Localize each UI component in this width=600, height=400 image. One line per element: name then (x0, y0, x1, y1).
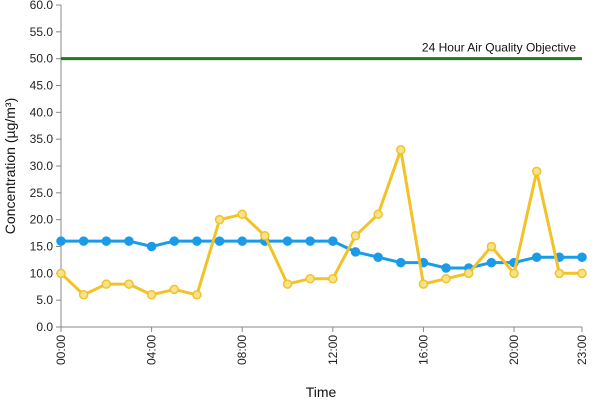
x-tick-label: 23:00 (575, 335, 589, 365)
data-point (192, 290, 202, 300)
data-point (577, 268, 587, 279)
y-tick-label: 45.0 (30, 79, 54, 93)
data-point (282, 279, 293, 289)
data-point (169, 284, 180, 295)
y-tick-label: 5.0 (36, 293, 53, 307)
data-point (486, 241, 497, 252)
data-point (78, 236, 89, 246)
data-point (124, 279, 134, 289)
axes: 0.0 5.0 10.0 15.0 20.0 25.0 30.0 35.0 40.0 45.0 50… (30, 0, 589, 365)
data-point (237, 209, 247, 220)
y-tick-label: 0.0 (36, 320, 53, 334)
data-point (169, 236, 180, 246)
x-tick-label: 20:00 (507, 335, 521, 365)
data-point (531, 252, 542, 262)
y-tick-label: 15.0 (30, 240, 54, 254)
y-tick-label: 55.0 (30, 25, 54, 39)
data-point (328, 236, 338, 246)
data-point (192, 236, 202, 246)
y-tick-label: 20.0 (30, 213, 54, 227)
data-point (554, 268, 565, 279)
y-tick-label: 40.0 (30, 105, 54, 119)
series-line (59, 148, 582, 297)
data-point (328, 273, 338, 284)
data-point (260, 231, 270, 241)
series-2 (56, 145, 587, 300)
data-point (373, 252, 383, 262)
data-point (56, 236, 66, 246)
data-point (146, 241, 157, 252)
data-point (350, 231, 361, 241)
data-point (350, 247, 361, 257)
x-tick-label: 00:00 (54, 335, 68, 365)
y-tick-label: 35.0 (30, 132, 54, 146)
data-point (101, 279, 112, 289)
x-axis-title: Time (306, 384, 337, 400)
y-tick-label: 25.0 (30, 186, 54, 200)
y-tick-label: 50.0 (30, 52, 54, 66)
data-point (101, 236, 112, 246)
y-tick-label: 30.0 (30, 159, 54, 173)
data-point (441, 263, 451, 273)
data-point (418, 279, 429, 289)
data-point (237, 236, 247, 246)
data-point (305, 273, 315, 284)
data-point (146, 290, 157, 300)
data-point (509, 268, 519, 279)
data-point (396, 257, 406, 268)
plot-area (56, 145, 587, 300)
y-axis-title: Concentration (µg/m³) (2, 98, 18, 234)
data-point (373, 209, 383, 220)
data-point (486, 257, 497, 268)
x-tick-label: 16:00 (416, 335, 430, 365)
y-tick-label: 10.0 (30, 266, 54, 280)
data-point (282, 236, 293, 246)
y-tick-label: 60.0 (30, 0, 54, 12)
data-point (124, 236, 134, 246)
data-point (396, 145, 406, 155)
data-point (441, 273, 451, 284)
x-tick-label: 04:00 (145, 335, 159, 365)
data-point (78, 290, 89, 300)
data-point (214, 236, 225, 246)
data-point (56, 268, 66, 279)
data-point (214, 214, 225, 225)
data-point (577, 252, 587, 262)
series-line (61, 239, 582, 270)
data-point (463, 268, 474, 279)
data-point (531, 166, 542, 177)
x-tick-label: 12:00 (326, 335, 340, 365)
series-1 (56, 236, 587, 273)
reference-line-group: 24 Hour Air Quality Objective (61, 41, 582, 61)
data-point (305, 236, 315, 246)
x-tick-label: 08:00 (235, 335, 249, 365)
reference-line-label: 24 Hour Air Quality Objective (422, 41, 576, 55)
